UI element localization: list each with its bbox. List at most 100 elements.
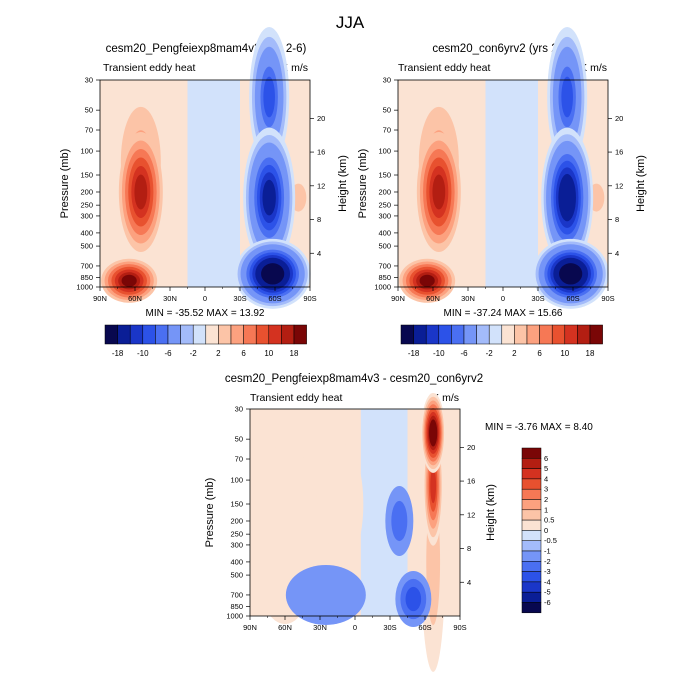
x-tick-label: 30S	[233, 294, 246, 303]
x-tick-label: 60S	[566, 294, 579, 303]
colorbar-label: -2	[190, 349, 198, 358]
y-tick-label: 1000	[374, 283, 391, 292]
colorbar-swatch	[243, 324, 257, 345]
colorbar-swatch	[521, 519, 542, 531]
height-tick-label: 4	[467, 578, 471, 587]
northern-lower-negative-level	[285, 564, 366, 625]
colorbar-swatch	[521, 509, 542, 521]
colorbar-swatch	[526, 324, 540, 345]
colorbar-swatch	[514, 324, 528, 345]
plot-area: 90N 60N 30N 0 30S 60S 90S 30 50 70 100 150 200 250300…	[76, 26, 325, 309]
height-tick-label: 8	[467, 544, 471, 553]
y-tick-label: 400	[378, 228, 391, 237]
colorbar-swatch	[501, 324, 515, 345]
southern-upper-minimum-level	[560, 180, 574, 215]
colorbar-swatch	[413, 324, 427, 345]
y-tick-label: 150	[230, 500, 243, 509]
contour-field	[250, 392, 446, 672]
colorbar-swatch	[539, 324, 553, 345]
height-tick-label: 8	[317, 215, 321, 224]
colorbar-swatch	[117, 324, 131, 345]
colorbar: -18 -10 -6 -2 2 6 10 18	[104, 324, 307, 358]
y-tick-label: 150	[378, 171, 391, 180]
colorbar-swatch	[400, 324, 414, 345]
colorbar-label: -3	[544, 567, 551, 576]
colorbar-label: -6	[164, 349, 172, 358]
colorbar-swatch	[521, 488, 542, 500]
colorbar-swatch	[155, 324, 169, 345]
colorbar-swatch	[589, 324, 603, 345]
panel-right: cesm20_con6yrv2 (yrs 2-6) Transient eddy…	[357, 26, 647, 358]
southern-upper-minimum-level	[262, 179, 276, 216]
plot-area: 90N 60N 30N 0 30S 60S 90S 30 50 70 100 150 200 250300…	[374, 26, 623, 309]
colorbar-swatch	[180, 324, 194, 345]
y-axis-label: Pressure (mb)	[357, 149, 369, 219]
x-tick-label: 30N	[461, 294, 475, 303]
contour-field	[399, 26, 609, 309]
colorbar-label: 0	[544, 526, 548, 535]
colorbar-label: 0.5	[544, 516, 554, 525]
y-tick-label: 70	[85, 126, 93, 135]
y-tick-label: 700	[378, 261, 391, 270]
x-tick-label: 90N	[243, 623, 257, 632]
y-axis-label-right: Height (km)	[635, 155, 647, 212]
colorbar-label: 1	[544, 505, 548, 514]
panel-title: cesm20_con6yrv2 (yrs 2-6)	[432, 43, 571, 55]
midlatitude-maximum-level	[134, 174, 148, 210]
y-tick-label: 50	[235, 435, 243, 444]
colorbar-swatch	[521, 468, 542, 480]
colorbar-swatch	[521, 591, 542, 603]
y-tick-label: 300	[230, 540, 243, 549]
colorbar-label: 6	[537, 349, 542, 358]
colorbar-label: 18	[290, 349, 299, 358]
lower-south-negative-level	[405, 586, 422, 612]
y-tick-label: 850	[80, 273, 93, 282]
colorbar-label: -2	[544, 557, 551, 566]
y-tick-label: 100	[230, 476, 243, 485]
x-tick-label: 0	[501, 294, 505, 303]
height-tick-label: 4	[317, 249, 321, 258]
x-tick-label: 60S	[418, 623, 431, 632]
y-tick-label: 250	[230, 530, 243, 539]
colorbar-swatch	[293, 324, 307, 345]
colorbar-swatch	[425, 324, 440, 345]
colorbar-label: -0.5	[544, 536, 557, 545]
right-string: K m/s	[580, 62, 607, 74]
colorbar-swatch	[438, 324, 452, 345]
x-tick-label: 0	[203, 294, 207, 303]
colorbar-swatch	[142, 324, 156, 345]
colorbar-label: 5	[544, 464, 548, 473]
x-tick-label: 30N	[313, 623, 327, 632]
y-tick-label: 50	[85, 106, 93, 115]
colorbar-swatch	[564, 324, 578, 345]
y-tick-label: 400	[80, 228, 93, 237]
y-tick-label: 100	[80, 147, 93, 156]
x-tick-label: 60S	[268, 294, 281, 303]
left-string: Transient eddy heat	[398, 62, 491, 74]
weak-negative-band	[485, 80, 538, 287]
y-tick-label: 200	[378, 187, 391, 196]
x-tick-label: 60N	[128, 294, 142, 303]
colorbar-swatch	[521, 530, 542, 541]
colorbar-label: 10	[560, 349, 569, 358]
colorbar-swatch	[451, 324, 465, 345]
southern-stratosphere-minimum-level	[561, 76, 573, 118]
colorbar-label: 2	[216, 349, 221, 358]
colorbar-label: -2	[486, 349, 494, 358]
figure-title: JJA	[336, 13, 365, 32]
y-tick-label: 30	[85, 76, 93, 85]
y-tick-label: 70	[235, 455, 243, 464]
y-tick-label: 500	[80, 242, 93, 251]
left-string: Transient eddy heat	[103, 62, 196, 74]
y-tick-label: 250	[378, 201, 391, 210]
x-tick-label: 30N	[163, 294, 177, 303]
y-tick-label: 850	[378, 273, 391, 282]
height-tick-label: 16	[615, 148, 623, 157]
colorbar-swatch	[167, 324, 181, 345]
colorbar-swatch	[521, 540, 542, 552]
colorbar-swatch	[521, 561, 542, 572]
height-tick-label: 20	[317, 114, 325, 123]
right-string: K m/s	[281, 62, 308, 74]
y-tick-label: 250	[80, 201, 93, 210]
